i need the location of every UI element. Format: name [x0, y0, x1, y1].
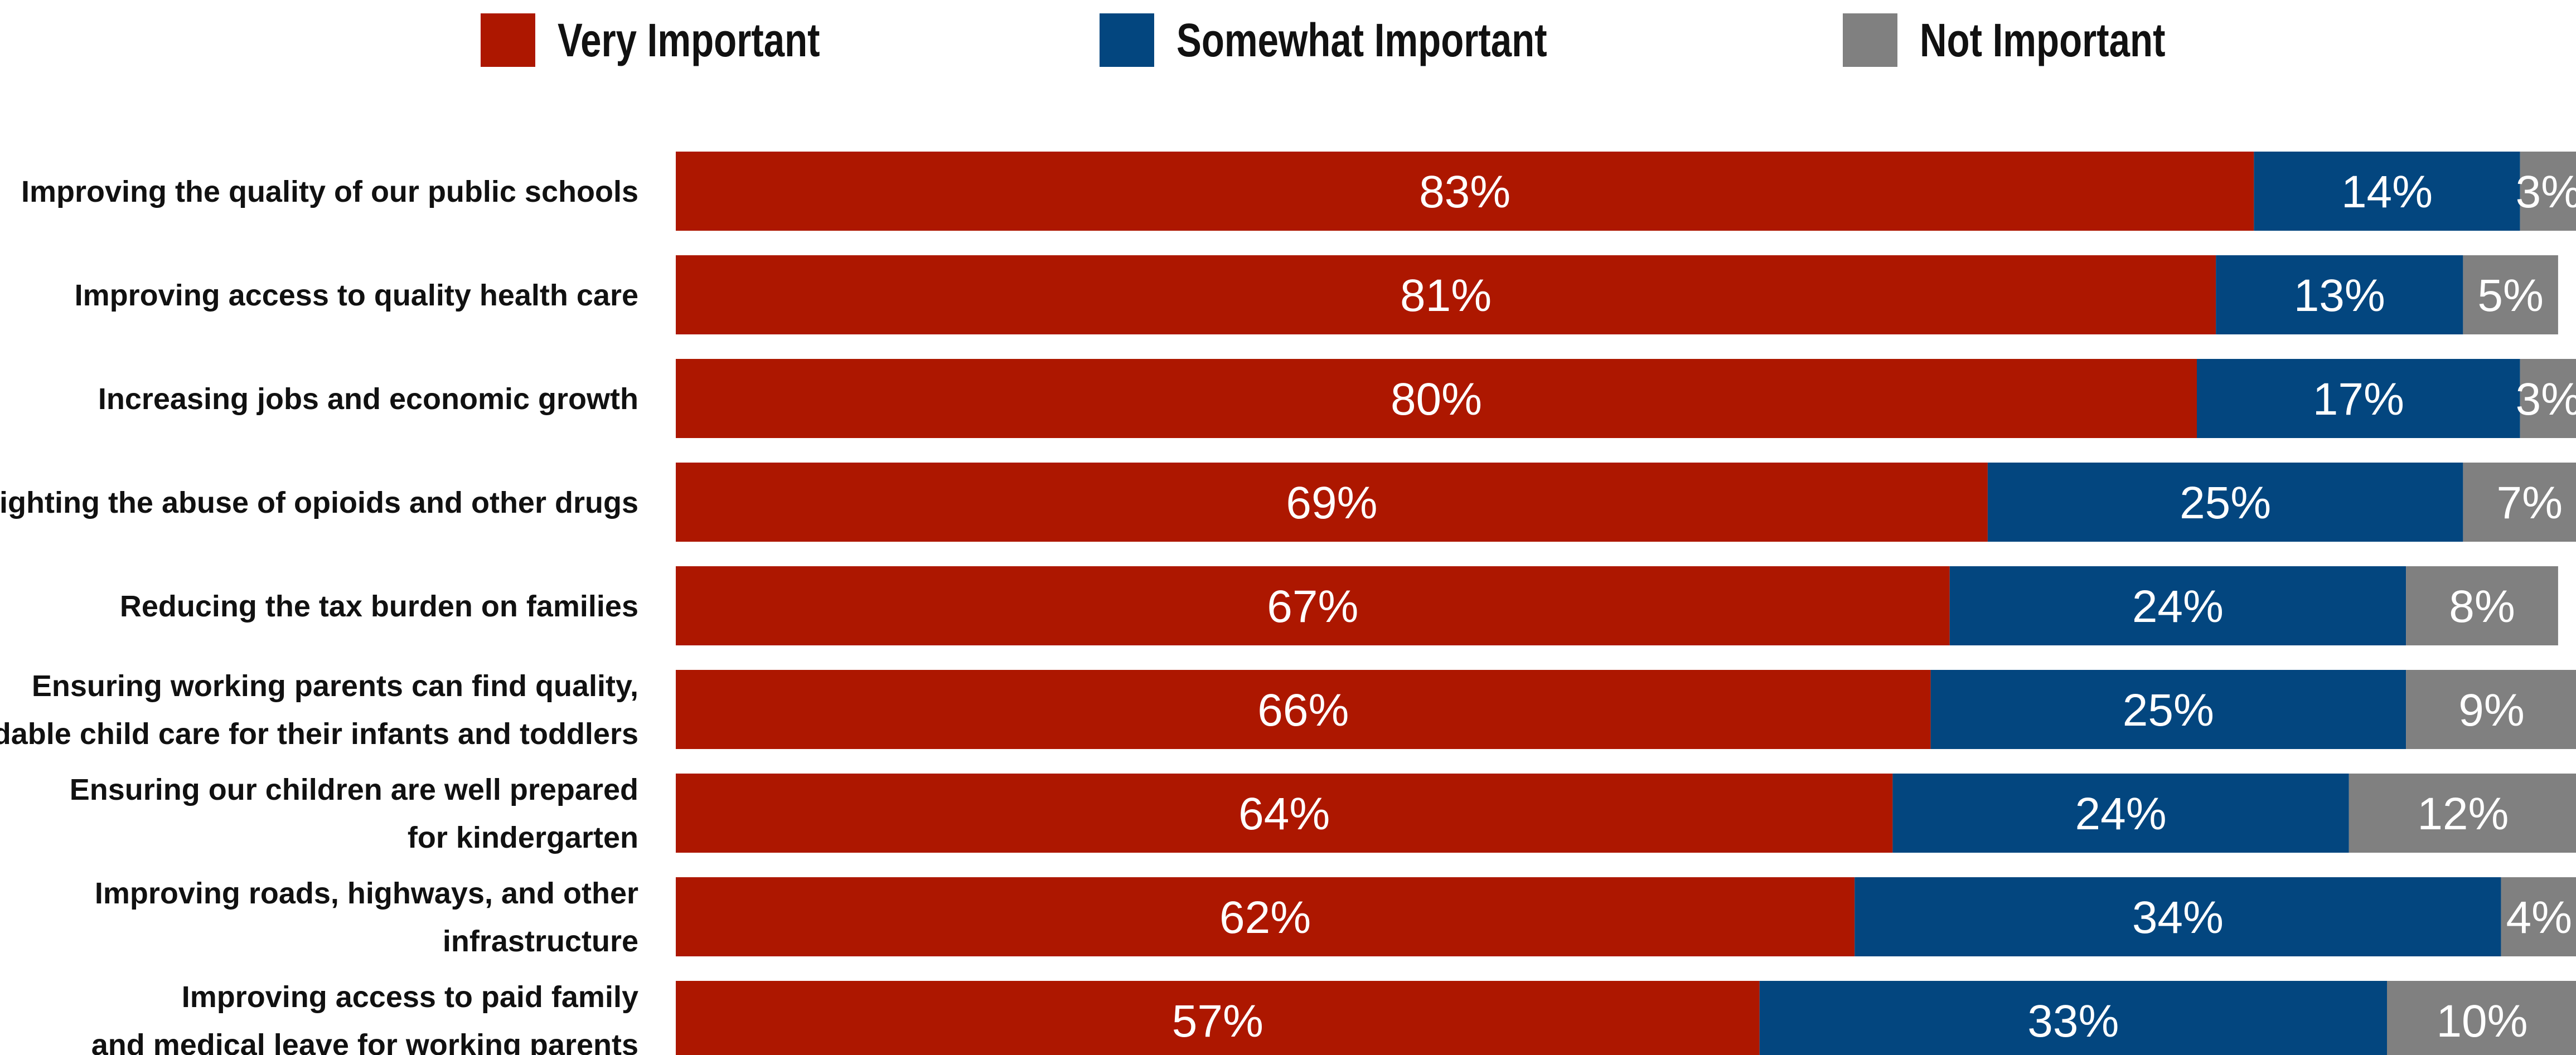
data-label-somewhat-important: 13%	[2294, 270, 2385, 321]
data-label-very-important: 69%	[1286, 478, 1377, 528]
legend-item-very-important: Very Important	[481, 13, 885, 67]
data-label-not-important: 5%	[2477, 270, 2544, 321]
data-label-somewhat-important: 17%	[2313, 374, 2404, 425]
category-label-line: Improving access to quality health care	[75, 279, 638, 312]
data-label-very-important: 66%	[1257, 685, 1349, 736]
data-label-somewhat-important: 24%	[2075, 789, 2167, 839]
legend-label-somewhat-important: Somewhat Important	[1176, 13, 1547, 66]
bar-segment-very-important	[676, 566, 1950, 645]
bar-segment-very-important	[676, 877, 1855, 956]
category-label-line: affordable child care for their infants …	[0, 717, 638, 751]
category-label: Ensuring working parents can find qualit…	[0, 669, 638, 751]
data-label-not-important: 4%	[2506, 892, 2573, 943]
category-label: Improving access to quality health care	[75, 279, 638, 312]
data-label-very-important: 62%	[1219, 892, 1311, 943]
data-label-very-important: 57%	[1172, 996, 1263, 1047]
bar-segment-very-important	[676, 670, 1931, 749]
category-label: Reducing the tax burden on families	[120, 590, 638, 623]
bar-segment-not-important	[2406, 670, 2576, 749]
bar-segment-somewhat-important	[1892, 774, 2349, 853]
bar-segment-not-important	[2520, 152, 2576, 231]
bar-segment-not-important	[2406, 566, 2558, 645]
bar-segment-somewhat-important	[2216, 255, 2463, 334]
data-label-very-important: 64%	[1238, 789, 1330, 839]
data-label-somewhat-important: 25%	[2180, 478, 2271, 528]
bar-segment-not-important	[2387, 981, 2576, 1055]
data-label-very-important: 80%	[1391, 374, 1482, 425]
category-label-line: Ensuring our children are well prepared	[70, 773, 638, 806]
bar-segment-somewhat-important	[1949, 566, 2406, 645]
category-label-line: Improving access to paid family	[182, 980, 638, 1014]
data-label-very-important: 83%	[1419, 167, 1510, 217]
bar-segment-very-important	[676, 359, 2197, 438]
category-label: Improving the quality of our public scho…	[21, 175, 638, 208]
bar-segment-not-important	[2463, 255, 2558, 334]
category-label-line: Improving roads, highways, and other	[95, 877, 638, 910]
bar-segment-somewhat-important	[2254, 152, 2520, 231]
category-label-line: Fighting the abuse of opioids and other …	[0, 486, 638, 519]
bar-segment-very-important	[676, 255, 2216, 334]
data-label-very-important: 81%	[1400, 270, 1492, 321]
data-label-not-important: 12%	[2417, 789, 2509, 839]
category-label: Ensuring our children are well prepared f…	[70, 773, 638, 854]
data-label-not-important: 3%	[2516, 167, 2576, 217]
bar-segment-very-important	[676, 774, 1893, 853]
legend-swatch-somewhat-important	[1100, 13, 1154, 67]
data-label-somewhat-important: 14%	[2341, 167, 2433, 217]
data-label-somewhat-important: 34%	[2132, 892, 2224, 943]
bar-segment-very-important	[676, 152, 2254, 231]
data-label-somewhat-important: 25%	[2123, 685, 2214, 736]
bar-segment-not-important	[2463, 463, 2576, 542]
bar-segment-not-important	[2520, 359, 2576, 438]
category-label-line: Improving the quality of our public scho…	[21, 175, 638, 208]
bar-segment-somewhat-important	[1854, 877, 2501, 956]
data-label-not-important: 9%	[2458, 685, 2525, 736]
bar-segment-not-important	[2349, 774, 2576, 853]
data-label-not-important: 10%	[2436, 996, 2527, 1047]
bar-segment-somewhat-important	[1987, 463, 2463, 542]
category-label-line: for kindergarten	[408, 821, 638, 854]
data-label-somewhat-important: 33%	[2027, 996, 2119, 1047]
category-label-line: Ensuring working parents can find qualit…	[32, 669, 638, 703]
category-label-line: and medical leave for working parents	[91, 1028, 638, 1055]
category-label: Fighting the abuse of opioids and other …	[0, 486, 638, 519]
category-label-line: Reducing the tax burden on families	[120, 590, 638, 623]
legend-swatch-not-important	[1843, 13, 1897, 67]
bar-segment-very-important	[676, 981, 1760, 1055]
chart-legend: Very Important Somewhat Important Not Im…	[0, 0, 2576, 84]
legend-swatch-very-important	[481, 13, 535, 67]
category-label-line: infrastructure	[443, 925, 638, 958]
data-label-somewhat-important: 24%	[2132, 581, 2224, 632]
bar-segment-somewhat-important	[1930, 670, 2406, 749]
category-label: Improving roads, highways, and other infr…	[95, 877, 638, 958]
legend-label-very-important: Very Important	[558, 13, 820, 66]
data-label-not-important: 8%	[2449, 581, 2515, 632]
bar-segment-somewhat-important	[1759, 981, 2387, 1055]
bar-segment-somewhat-important	[2197, 359, 2520, 438]
category-label: Improving access to paid family and medic…	[91, 980, 638, 1055]
bar-segment-very-important	[676, 463, 1988, 542]
data-label-very-important: 67%	[1267, 581, 1358, 632]
data-label-not-important: 3%	[2516, 374, 2576, 425]
legend-label-not-important: Not Important	[1920, 13, 2166, 66]
legend-item-not-important: Not Important	[1843, 13, 2227, 67]
bar-segment-not-important	[2501, 877, 2576, 956]
category-label: Increasing jobs and economic growth	[98, 382, 638, 416]
legend-item-somewhat-important: Somewhat Important	[1100, 13, 1640, 67]
data-label-not-important: 7%	[2496, 478, 2563, 528]
category-label-line: Increasing jobs and economic growth	[98, 382, 638, 416]
